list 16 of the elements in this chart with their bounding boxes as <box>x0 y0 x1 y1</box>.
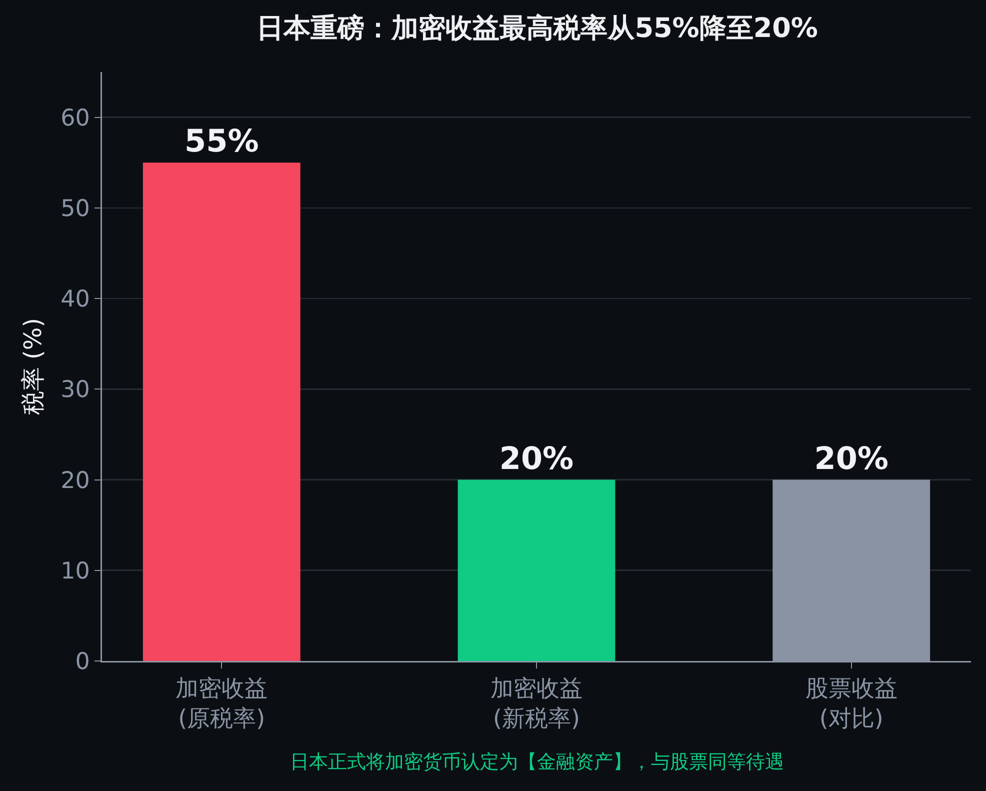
data-label: 55% <box>184 124 259 160</box>
y-tick-label: 60 <box>60 105 90 132</box>
y-tick-label: 40 <box>60 286 90 313</box>
text: 日本正式将加密货币认定为【金融资产】，与股票同等待遇 <box>290 751 784 773</box>
x-tick-label: 加密收益 (原税率) <box>176 676 268 732</box>
y-tick-label: 50 <box>60 196 90 222</box>
y-tick-label: 30 <box>60 377 90 404</box>
y-tick-label: 0 <box>75 649 90 676</box>
chart-title: 日本重磅：加密收益最高税率从55%降至20% <box>256 13 818 44</box>
data-label: 20% <box>814 440 888 477</box>
data-label: 20% <box>499 440 574 477</box>
x-tick-label: 股票收益 (对比) <box>805 676 898 732</box>
y-tick-label: 10 <box>60 558 90 584</box>
x-tick-label: 加密收益 (新税率) <box>490 676 582 732</box>
y-axis-title: 税率 (%) <box>18 318 47 416</box>
y-tick-label: 20 <box>60 468 90 494</box>
